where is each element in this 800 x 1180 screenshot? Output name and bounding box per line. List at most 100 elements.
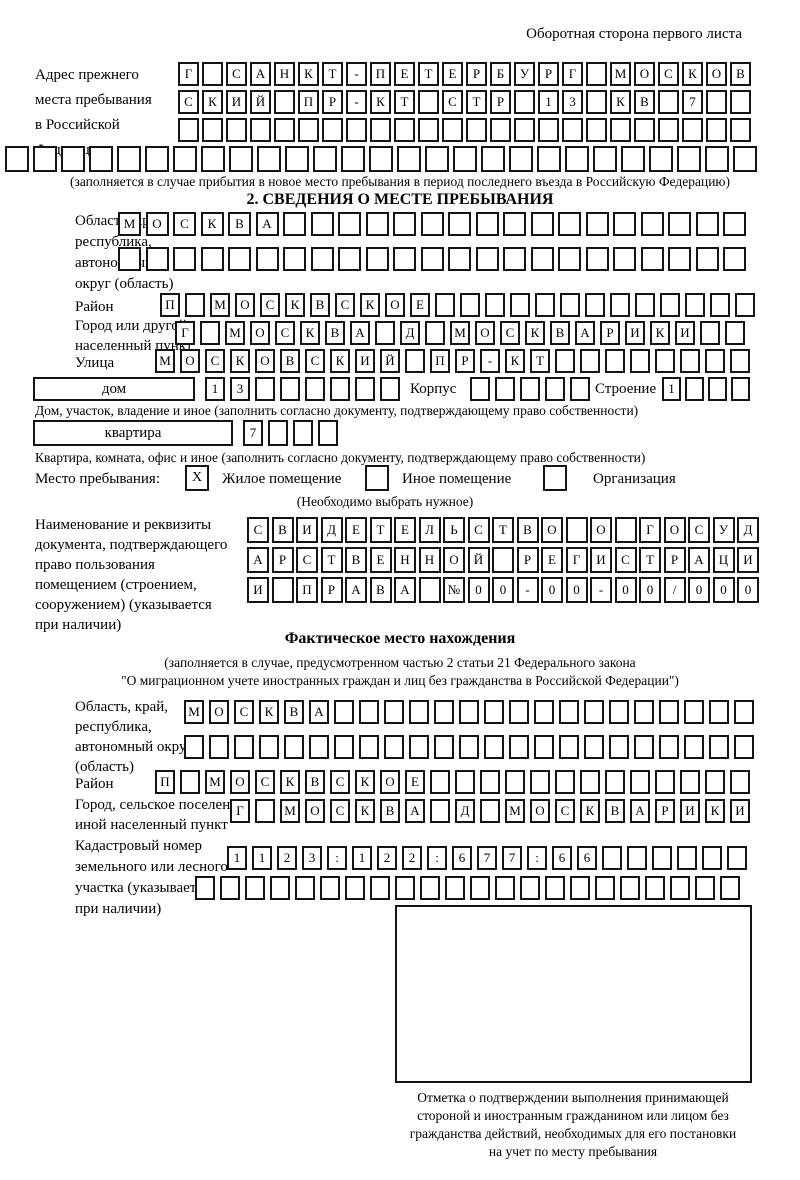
char-cell[interactable] bbox=[480, 770, 500, 794]
char-cell[interactable]: Е bbox=[345, 517, 367, 543]
char-cell[interactable]: М bbox=[505, 799, 525, 823]
char-cell[interactable] bbox=[580, 349, 600, 373]
char-cell[interactable]: Р bbox=[490, 90, 511, 114]
char-cell[interactable]: М bbox=[280, 799, 300, 823]
char-cell[interactable]: - bbox=[346, 62, 367, 86]
char-cell[interactable] bbox=[545, 876, 565, 900]
char-cell[interactable]: В bbox=[228, 212, 251, 236]
char-cell[interactable] bbox=[370, 118, 391, 142]
char-cell[interactable]: О bbox=[443, 547, 465, 573]
char-cell[interactable] bbox=[613, 212, 636, 236]
char-cell[interactable] bbox=[365, 212, 389, 236]
char-cell[interactable]: М bbox=[184, 700, 204, 724]
char-cell[interactable] bbox=[595, 876, 615, 900]
char-cell[interactable] bbox=[459, 735, 479, 759]
char-cell[interactable] bbox=[530, 247, 554, 271]
char-cell[interactable]: В bbox=[605, 799, 625, 823]
char-cell[interactable] bbox=[345, 876, 365, 900]
char-cell[interactable]: Е bbox=[442, 62, 463, 86]
char-cell[interactable]: 2 bbox=[277, 846, 297, 870]
char-cell[interactable] bbox=[733, 146, 757, 172]
char-cell[interactable] bbox=[534, 735, 554, 759]
char-cell[interactable] bbox=[706, 118, 727, 142]
char-cell[interactable] bbox=[560, 293, 580, 317]
char-cell[interactable]: К bbox=[298, 62, 319, 86]
char-cell[interactable] bbox=[509, 700, 529, 724]
char-cell[interactable]: С bbox=[255, 770, 275, 794]
char-cell[interactable] bbox=[200, 247, 224, 271]
char-cell[interactable] bbox=[397, 146, 421, 172]
char-cell[interactable]: М bbox=[225, 321, 245, 345]
char-cell[interactable] bbox=[455, 770, 475, 794]
char-cell[interactable]: Е bbox=[394, 517, 416, 543]
char-cell[interactable]: С bbox=[260, 293, 280, 317]
char-cell[interactable] bbox=[584, 700, 604, 724]
char-cell[interactable]: О bbox=[180, 349, 200, 373]
char-cell[interactable] bbox=[640, 247, 664, 271]
checkbox-organizatsiya[interactable] bbox=[543, 465, 567, 491]
char-cell[interactable]: П bbox=[160, 293, 180, 317]
char-cell[interactable] bbox=[283, 212, 306, 236]
char-cell[interactable] bbox=[695, 212, 719, 236]
char-cell[interactable]: С bbox=[178, 90, 199, 114]
char-cell[interactable]: К bbox=[370, 90, 391, 114]
char-cell[interactable] bbox=[670, 876, 690, 900]
char-cell[interactable]: Д bbox=[737, 517, 759, 543]
char-cell[interactable]: 1 bbox=[205, 377, 225, 401]
char-cell[interactable]: Р bbox=[600, 321, 620, 345]
char-cell[interactable] bbox=[334, 700, 354, 724]
char-cell[interactable] bbox=[89, 146, 113, 172]
char-cell[interactable]: 6 bbox=[452, 846, 472, 870]
char-cell[interactable] bbox=[630, 349, 650, 373]
char-cell[interactable] bbox=[420, 876, 440, 900]
char-cell[interactable]: О bbox=[663, 517, 686, 543]
char-cell[interactable] bbox=[435, 293, 455, 317]
char-cell[interactable] bbox=[5, 146, 29, 172]
char-cell[interactable]: Д bbox=[400, 321, 420, 345]
char-cell[interactable]: М bbox=[205, 770, 225, 794]
char-cell[interactable]: Т bbox=[418, 62, 439, 86]
char-cell[interactable] bbox=[734, 700, 754, 724]
char-cell[interactable] bbox=[202, 118, 223, 142]
char-cell[interactable] bbox=[384, 700, 404, 724]
char-cell[interactable]: П bbox=[430, 349, 450, 373]
char-cell[interactable]: У bbox=[514, 62, 535, 86]
char-cell[interactable] bbox=[505, 770, 525, 794]
char-cell[interactable] bbox=[145, 146, 169, 172]
char-cell[interactable] bbox=[705, 770, 725, 794]
char-cell[interactable]: К bbox=[682, 62, 703, 86]
char-cell[interactable] bbox=[409, 735, 429, 759]
char-cell[interactable]: Р bbox=[455, 349, 475, 373]
char-cell[interactable]: - bbox=[480, 349, 500, 373]
char-cell[interactable]: С bbox=[467, 517, 490, 543]
char-cell[interactable]: Д bbox=[320, 517, 343, 543]
char-cell[interactable] bbox=[634, 700, 654, 724]
char-cell[interactable] bbox=[334, 735, 354, 759]
char-cell[interactable] bbox=[593, 146, 617, 172]
char-cell[interactable] bbox=[621, 146, 645, 172]
char-cell[interactable] bbox=[268, 420, 288, 446]
char-cell[interactable] bbox=[559, 700, 579, 724]
char-cell[interactable]: В bbox=[284, 700, 304, 724]
char-cell[interactable] bbox=[184, 735, 204, 759]
char-cell[interactable]: Н bbox=[394, 547, 416, 573]
char-cell[interactable] bbox=[434, 735, 454, 759]
char-cell[interactable] bbox=[730, 90, 751, 114]
char-cell[interactable] bbox=[274, 118, 295, 142]
char-cell[interactable]: С bbox=[688, 517, 710, 543]
char-cell[interactable]: А bbox=[405, 799, 425, 823]
char-cell[interactable]: 1 bbox=[662, 377, 681, 401]
char-cell[interactable]: К bbox=[259, 700, 279, 724]
char-cell[interactable] bbox=[475, 247, 499, 271]
char-cell[interactable] bbox=[365, 247, 389, 271]
char-cell[interactable] bbox=[405, 349, 425, 373]
char-cell[interactable] bbox=[490, 118, 511, 142]
char-cell[interactable]: О bbox=[209, 700, 229, 724]
char-cell[interactable]: И bbox=[590, 547, 612, 573]
char-cell[interactable] bbox=[586, 118, 607, 142]
char-cell[interactable]: 3 bbox=[562, 90, 583, 114]
char-cell[interactable]: К bbox=[360, 293, 380, 317]
char-cell[interactable] bbox=[298, 118, 319, 142]
char-cell[interactable] bbox=[466, 118, 487, 142]
char-cell[interactable]: С bbox=[658, 62, 679, 86]
